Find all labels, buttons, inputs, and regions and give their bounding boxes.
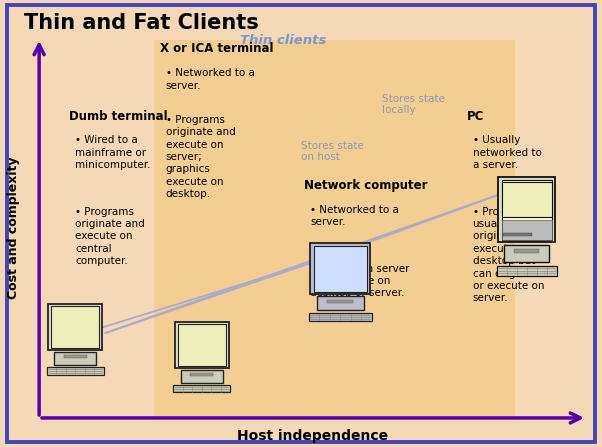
Bar	[308, 313, 371, 321]
Bar	[190, 373, 213, 376]
Bar	[47, 367, 104, 375]
Bar	[504, 245, 549, 262]
Bar	[503, 233, 532, 236]
Text: • Usually
networked to
a server.: • Usually networked to a server.	[473, 135, 541, 170]
Text: Stores state
locally: Stores state locally	[382, 94, 445, 115]
Text: Stores state
on host: Stores state on host	[301, 141, 364, 162]
Text: • Programs
originate and
execute on
central
computer.: • Programs originate and execute on cent…	[75, 207, 145, 266]
Text: Host independence: Host independence	[237, 429, 389, 443]
Bar	[501, 181, 552, 217]
Text: • Programs
usually
originate and
execute on
desktop but
can originate
or execute: • Programs usually originate and execute…	[473, 207, 544, 304]
Bar	[515, 249, 539, 253]
Text: Dumb terminal: Dumb terminal	[69, 110, 168, 122]
Text: Network computer: Network computer	[304, 179, 427, 192]
Bar	[64, 355, 87, 358]
Text: • Programs
originate on server
and execute on
desktop or server.: • Programs originate on server and execu…	[310, 251, 409, 299]
Bar	[154, 40, 515, 418]
Text: • Networked to a
server.: • Networked to a server.	[310, 205, 399, 227]
Bar	[54, 352, 96, 365]
Text: Thin and Fat Clients: Thin and Fat Clients	[24, 13, 259, 34]
Bar	[497, 266, 557, 276]
Bar	[317, 296, 364, 310]
Bar	[501, 180, 552, 240]
Text: Cost and complexity: Cost and complexity	[7, 157, 20, 299]
Bar	[501, 220, 552, 240]
Bar	[327, 299, 353, 303]
Bar	[310, 243, 370, 294]
Bar	[498, 177, 556, 242]
Bar	[314, 246, 367, 291]
Text: • Networked to a
server.: • Networked to a server.	[166, 68, 255, 91]
Text: X or ICA terminal: X or ICA terminal	[160, 42, 273, 55]
Bar	[175, 322, 229, 368]
Text: • Wired to a
mainframe or
minicomputer.: • Wired to a mainframe or minicomputer.	[75, 135, 150, 170]
Bar	[51, 306, 99, 348]
Bar	[181, 370, 223, 383]
Text: PC: PC	[467, 110, 484, 122]
Bar	[48, 304, 102, 350]
Text: • Programs
originate and
execute on
server;
graphics
execute on
desktop.: • Programs originate and execute on serv…	[166, 115, 235, 199]
Bar	[178, 324, 226, 366]
Text: Thin clients: Thin clients	[240, 34, 326, 46]
Bar	[173, 385, 230, 392]
